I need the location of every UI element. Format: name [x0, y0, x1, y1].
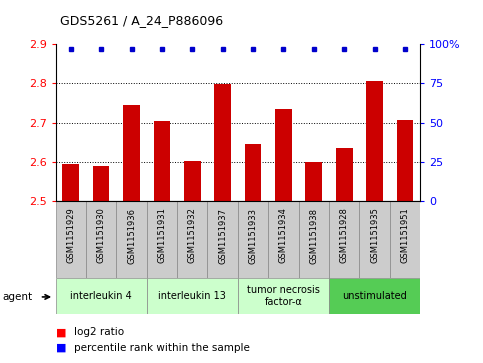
Bar — [62, 164, 79, 201]
Bar — [329, 278, 420, 314]
Text: interleukin 13: interleukin 13 — [158, 291, 226, 301]
Bar — [245, 144, 261, 201]
Bar — [147, 278, 238, 314]
Bar — [147, 201, 177, 278]
Bar — [366, 81, 383, 201]
Bar — [184, 161, 200, 201]
Bar — [336, 148, 353, 201]
Bar — [214, 84, 231, 201]
Text: GSM1151933: GSM1151933 — [249, 208, 257, 264]
Bar — [116, 201, 147, 278]
Text: GSM1151932: GSM1151932 — [188, 208, 197, 264]
Bar — [56, 201, 86, 278]
Bar — [177, 201, 208, 278]
Text: tumor necrosis
factor-α: tumor necrosis factor-α — [247, 285, 320, 307]
Text: log2 ratio: log2 ratio — [74, 327, 124, 337]
Bar — [359, 201, 390, 278]
Bar — [93, 166, 110, 201]
Bar — [397, 120, 413, 201]
Bar — [208, 201, 238, 278]
Text: GSM1151931: GSM1151931 — [157, 208, 167, 264]
Text: GSM1151937: GSM1151937 — [218, 208, 227, 264]
Bar — [123, 105, 140, 201]
Bar — [56, 278, 147, 314]
Bar — [86, 201, 116, 278]
Text: GSM1151935: GSM1151935 — [370, 208, 379, 264]
Text: GSM1151930: GSM1151930 — [97, 208, 106, 264]
Bar — [268, 201, 298, 278]
Text: ■: ■ — [56, 327, 66, 337]
Text: GDS5261 / A_24_P886096: GDS5261 / A_24_P886096 — [60, 15, 224, 28]
Bar — [329, 201, 359, 278]
Bar — [275, 109, 292, 201]
Bar — [298, 201, 329, 278]
Text: GSM1151928: GSM1151928 — [340, 208, 349, 264]
Text: GSM1151929: GSM1151929 — [66, 208, 75, 263]
Text: GSM1151938: GSM1151938 — [309, 208, 318, 264]
Text: GSM1151936: GSM1151936 — [127, 208, 136, 264]
Bar — [305, 162, 322, 201]
Bar — [238, 278, 329, 314]
Text: agent: agent — [2, 292, 32, 302]
Text: percentile rank within the sample: percentile rank within the sample — [74, 343, 250, 353]
Text: GSM1151934: GSM1151934 — [279, 208, 288, 264]
Bar — [154, 121, 170, 201]
Bar — [390, 201, 420, 278]
Text: GSM1151951: GSM1151951 — [400, 208, 410, 263]
Text: interleukin 4: interleukin 4 — [70, 291, 132, 301]
Text: ■: ■ — [56, 343, 66, 353]
Bar — [238, 201, 268, 278]
Text: unstimulated: unstimulated — [342, 291, 407, 301]
